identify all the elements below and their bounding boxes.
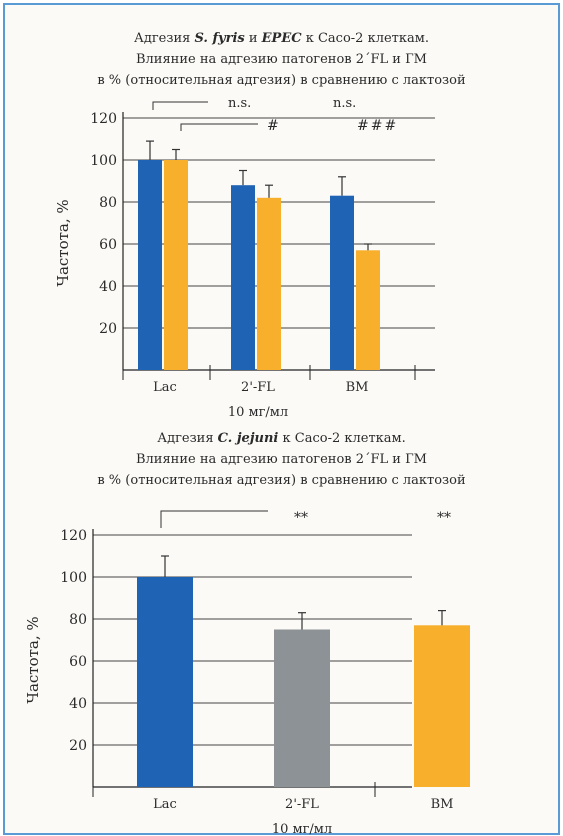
chart1-bar [231,185,255,370]
chart2-x-tick-label: Lac [153,797,177,812]
chart1-y-axis-label: Частота, % [54,199,72,286]
chart2-title-line1: Адгезия C. jejuni к Caco-2 клеткам. [157,431,406,446]
chart1-ytick-label: 40 [99,279,117,295]
chart2-ytick-label: 120 [60,528,87,544]
chart1-annotation: ### [357,118,398,134]
chart2-significance-bracket [160,510,268,528]
chart2-ytick-label: 60 [69,654,87,670]
chart1-title-line2: Влияние на адгезию патогенов 2´FL и ГМ [136,52,427,67]
chart2-annotation: ** [294,510,308,526]
chart2-x-tick-label: 2'-FL [285,797,319,812]
chart2-bar [274,629,330,787]
chart1-bar [164,160,188,370]
chart1-x-tick-label: Lac [153,380,177,395]
chart1-significance-bracket [180,123,258,131]
chart1-annotation: n.s. [228,96,251,111]
chart1-annotation: # [267,118,279,134]
chart1-ytick-label: 120 [90,111,117,127]
chart1-ytick-label: 80 [99,195,117,211]
chart1-ytick-label: 100 [90,153,117,169]
chart2-bar [414,625,470,787]
chart1-ytick-label: 20 [99,321,117,337]
chart2-title: Адгезия C. jejuni к Caco-2 клеткам. Влия… [0,428,563,491]
chart2-ytick-label: 40 [69,696,87,712]
chart1-bar [330,195,354,370]
chart2-title-line2: Влияние на адгезию патогенов 2´FL и ГМ [136,452,427,467]
chart1-annotation: n.s. [333,96,356,111]
chart1-bar [138,160,162,370]
chart2-title-line3: в % (относительная адгезия) в сравнению … [97,473,466,488]
chart1-x-axis-label: 10 мг/мл [228,405,288,420]
chart1-x-tick-label: 2'-FL [241,380,275,395]
chart1-bar [257,197,281,370]
chart2-x-tick-label: BM [431,797,454,812]
chart1-bar [356,250,380,370]
chart1-x-tick-label: BM [346,380,369,395]
chart1-title-line1: Адгезия S. fyris и EPEC к Caco-2 клеткам… [134,31,429,46]
chart2-annotation: ** [437,510,451,526]
chart1-ytick-label: 60 [99,237,117,253]
chart2-ytick-label: 20 [69,738,87,754]
chart2-ytick-label: 80 [69,612,87,628]
chart2-y-axis-label: Частота, % [24,616,42,703]
chart2-ytick-label: 100 [60,570,87,586]
chart2-x-axis-label: 10 мг/мл [272,822,332,836]
chart1-significance-bracket [152,101,208,110]
chart1-title-line3: в % (относительная адгезия) в сравнению … [97,73,466,88]
chart2-bar [137,577,193,787]
chart1-title: Адгезия S. fyris и EPEC к Caco-2 клеткам… [0,28,563,91]
